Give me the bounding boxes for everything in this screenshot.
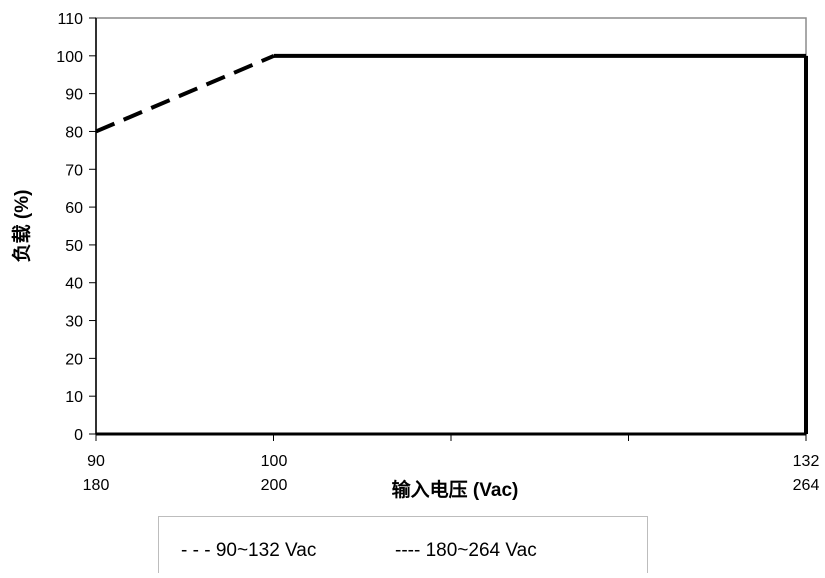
y-tick-label: 0 xyxy=(74,427,83,444)
x-tick-label: 132 xyxy=(793,453,820,470)
y-tick-label: 20 xyxy=(65,351,83,368)
x-tick-label: 100 xyxy=(261,453,288,470)
y-tick-label: 90 xyxy=(65,87,83,104)
y-tick-label: 40 xyxy=(65,276,83,293)
series-line-90-132-vac xyxy=(95,53,275,134)
legend-unit: Vac xyxy=(505,540,537,561)
legend-label: 90~132 Vac xyxy=(215,540,317,561)
y-tick-label: 60 xyxy=(65,200,83,217)
legend: - - - 90~132 Vac ---- 180~264 Vac xyxy=(158,516,648,573)
legend-marker-dashed: - - - xyxy=(181,540,211,561)
plot-frame xyxy=(95,17,807,435)
legend-label: 180~264 xyxy=(425,540,501,561)
y-tick-label: 50 xyxy=(65,238,83,255)
legend-marker-solid: ---- xyxy=(395,540,421,561)
y-tick-label: 10 xyxy=(65,389,83,406)
series-layer xyxy=(95,53,808,434)
x-axis-title: 输入电压 (Vac) xyxy=(392,478,519,501)
y-tick-label: 110 xyxy=(57,11,83,28)
y-tick-label: 100 xyxy=(56,49,83,66)
x-tick-label-secondary: 264 xyxy=(793,477,820,494)
y-axis-title: 负载 (%) xyxy=(10,190,33,263)
x-tick-label-secondary: 180 xyxy=(83,477,110,494)
y-tick-label: 70 xyxy=(65,162,83,179)
x-tick-label-secondary: 200 xyxy=(261,477,288,494)
y-tick-label: 80 xyxy=(65,124,83,141)
legend-item-90-132: - - - 90~132 Vac xyxy=(181,540,316,562)
legend-item-180-264: ---- 180~264 Vac xyxy=(395,540,537,562)
x-tick-label: 90 xyxy=(87,453,105,470)
y-tick-label: 30 xyxy=(65,314,83,331)
axes: 0 10 20 30 40 50 60 70 80 90 100 110 90 180 100 200 132 2… xyxy=(56,11,819,494)
